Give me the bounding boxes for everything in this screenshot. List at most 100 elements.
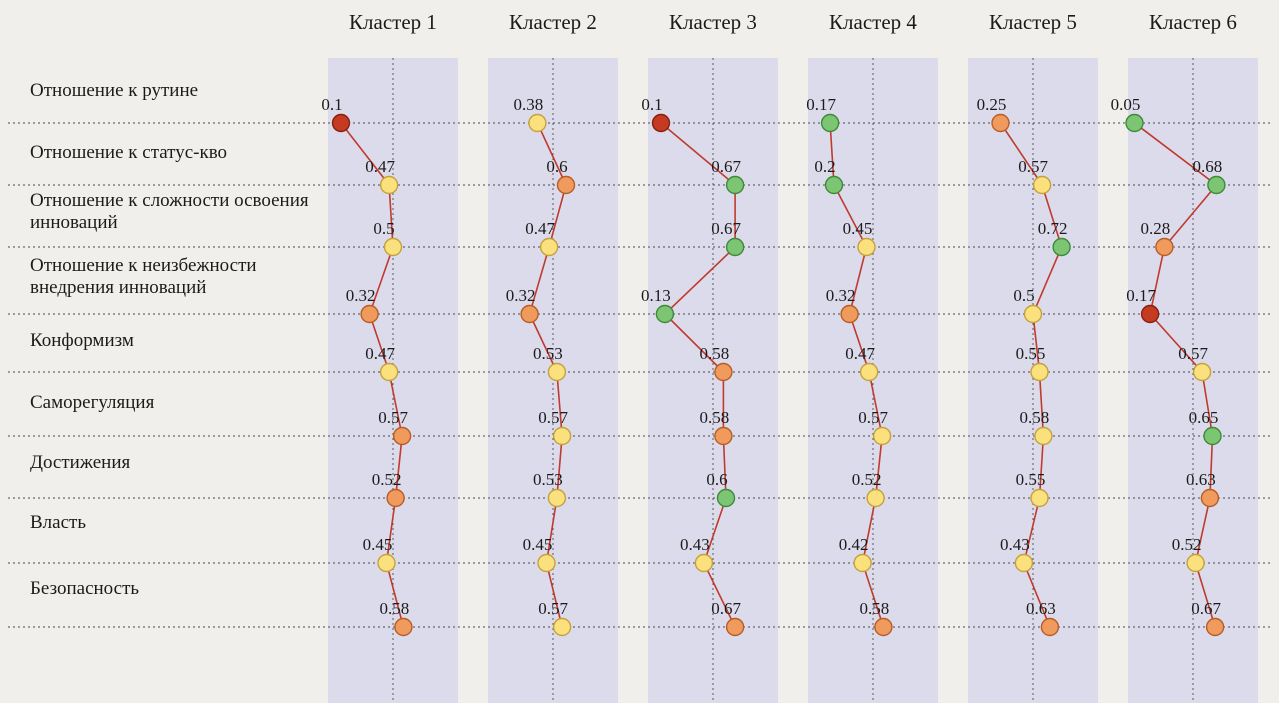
- cluster-header-4: Кластер 4: [829, 10, 917, 34]
- data-point: [1030, 488, 1049, 508]
- data-point-value: 0.68: [1193, 157, 1223, 176]
- data-point-value: 0.43: [680, 535, 710, 554]
- data-point: [1207, 175, 1226, 195]
- cluster-header-1: Кластер 1: [349, 10, 437, 34]
- data-point: [377, 553, 396, 573]
- data-point-value: 0.1: [321, 95, 342, 114]
- data-point: [1023, 304, 1043, 324]
- data-point: [331, 113, 351, 133]
- data-point: [394, 617, 413, 637]
- data-point: [651, 113, 671, 133]
- data-point-value: 0.05: [1111, 95, 1141, 114]
- data-point-value: 0.1: [641, 95, 662, 114]
- data-point: [537, 553, 556, 573]
- data-point-value: 0.58: [860, 599, 890, 618]
- row-label-complexity: Отношение к сложности освоения инноваций: [30, 190, 309, 233]
- row-label-self-regulation: Саморегуляция: [30, 392, 155, 413]
- cluster-band: [968, 58, 1098, 703]
- data-point: [386, 488, 405, 508]
- row-label-security: Безопасность: [30, 578, 140, 599]
- data-point-value: 0.42: [839, 535, 869, 554]
- data-point-value: 0.55: [1016, 470, 1046, 489]
- data-point: [655, 304, 675, 324]
- data-point: [991, 113, 1010, 133]
- data-point-value: 0.57: [538, 599, 568, 618]
- data-point: [866, 488, 885, 508]
- data-point-value: 0.47: [365, 344, 395, 363]
- data-point-value: 0.32: [506, 286, 536, 305]
- data-point: [824, 175, 844, 195]
- data-point-value: 0.43: [1000, 535, 1030, 554]
- data-point-value: 0.17: [1126, 286, 1156, 305]
- cluster-header-3: Кластер 3: [669, 10, 757, 34]
- data-point: [694, 553, 714, 573]
- data-point-value: 0.67: [711, 219, 741, 238]
- data-point: [714, 362, 733, 382]
- cluster-band: [488, 58, 618, 703]
- data-point: [379, 175, 399, 195]
- data-point: [725, 617, 745, 637]
- data-point-value: 0.47: [845, 344, 875, 363]
- data-point: [716, 488, 736, 508]
- data-point-value: 0.63: [1186, 470, 1216, 489]
- data-point-value: 0.47: [525, 219, 555, 238]
- data-point: [820, 113, 840, 133]
- data-point-value: 0.58: [1020, 408, 1050, 427]
- data-point-value: 0.38: [514, 95, 544, 114]
- data-point: [1030, 362, 1049, 382]
- row-label-power: Власть: [30, 512, 86, 533]
- data-point: [853, 553, 872, 573]
- data-point: [1040, 617, 1060, 637]
- data-point-value: 0.57: [538, 408, 568, 427]
- data-point-value: 0.57: [858, 408, 888, 427]
- cluster-band: [1128, 58, 1258, 703]
- data-point: [725, 237, 745, 257]
- data-point: [539, 237, 559, 257]
- data-point-value: 0.67: [711, 599, 741, 618]
- data-point: [1140, 304, 1160, 324]
- data-point: [1186, 553, 1205, 573]
- data-point-value: 0.6: [546, 157, 567, 176]
- cluster-header-5: Кластер 5: [989, 10, 1077, 34]
- data-point: [859, 362, 879, 382]
- data-point-value: 0.5: [1013, 286, 1034, 305]
- data-point-value: 0.32: [346, 286, 376, 305]
- data-point: [1034, 426, 1053, 446]
- data-point-value: 0.55: [1016, 344, 1046, 363]
- data-point: [383, 237, 403, 257]
- data-point: [874, 617, 893, 637]
- data-point-value: 0.65: [1189, 408, 1219, 427]
- data-point: [1205, 617, 1225, 637]
- data-point: [857, 237, 876, 257]
- data-point-value: 0.57: [378, 408, 408, 427]
- data-point-value: 0.28: [1141, 219, 1171, 238]
- data-point-value: 0.53: [533, 470, 563, 489]
- data-point-value: 0.13: [641, 286, 671, 305]
- cluster-header-2: Кластер 2: [509, 10, 597, 34]
- data-point-value: 0.53: [533, 344, 563, 363]
- data-point: [547, 488, 567, 508]
- data-point: [556, 175, 576, 195]
- data-point: [1155, 237, 1174, 257]
- data-point: [872, 426, 892, 446]
- data-point-value: 0.72: [1038, 219, 1068, 238]
- data-point: [725, 175, 745, 195]
- data-point: [379, 362, 399, 382]
- data-point-value: 0.52: [372, 470, 402, 489]
- data-point: [840, 304, 859, 324]
- data-point-value: 0.17: [806, 95, 836, 114]
- data-point: [1203, 426, 1222, 446]
- data-point-value: 0.52: [1172, 535, 1202, 554]
- data-point: [360, 304, 379, 324]
- data-point: [1032, 175, 1052, 195]
- data-point-value: 0.47: [365, 157, 395, 176]
- data-point: [547, 362, 567, 382]
- data-point: [520, 304, 539, 324]
- data-point-value: 0.32: [826, 286, 856, 305]
- data-point-value: 0.57: [1178, 344, 1208, 363]
- row-label-routine: Отношение к рутине: [30, 80, 199, 101]
- data-point-value: 0.5: [373, 219, 394, 238]
- data-point: [1052, 237, 1071, 257]
